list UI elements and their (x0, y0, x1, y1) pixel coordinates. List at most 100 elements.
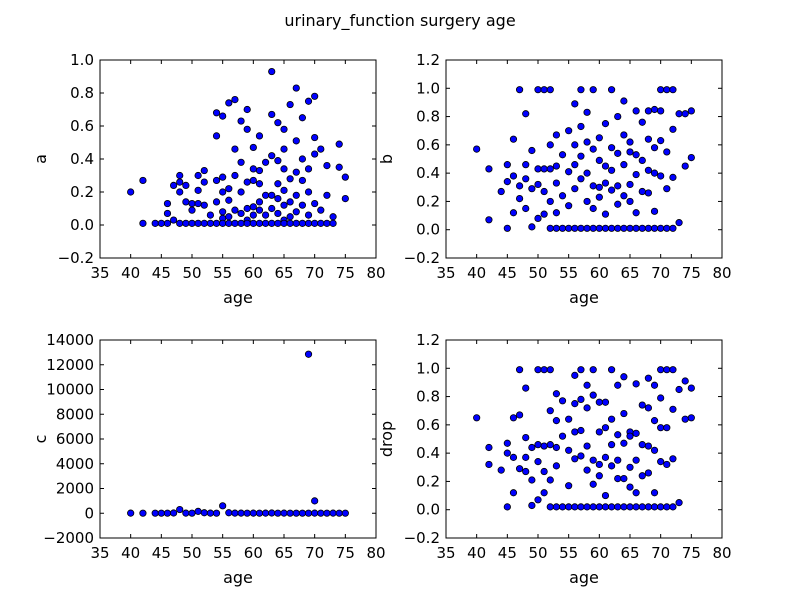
data-point (323, 509, 331, 517)
data-point (663, 148, 671, 156)
data-point (528, 476, 536, 484)
x-tick-label: 50 (182, 544, 201, 562)
data-point (681, 162, 689, 170)
data-point (212, 509, 221, 517)
data-point (626, 463, 634, 471)
y-tick-label: 0.4 (416, 444, 440, 462)
data-point (304, 509, 313, 517)
data-point (638, 156, 646, 165)
data-point (546, 441, 554, 449)
data-point (341, 509, 349, 517)
data-point (219, 188, 227, 196)
data-point (274, 180, 282, 188)
x-tick-label: 75 (682, 544, 701, 562)
data-point (298, 114, 306, 122)
data-point (249, 176, 257, 185)
data-point (304, 188, 313, 196)
x-tick-label: 75 (682, 264, 701, 282)
data-point (522, 467, 530, 476)
y-tick-label: 1.2 (416, 331, 440, 349)
y-tick-label: −2000 (43, 529, 94, 547)
data-point (231, 145, 239, 153)
y-tick-label: 1.0 (416, 79, 440, 97)
data-point (650, 144, 659, 152)
data-point (589, 224, 597, 232)
data-point (182, 509, 190, 517)
data-point (243, 105, 251, 114)
data-point (546, 224, 554, 232)
data-point (304, 97, 313, 105)
data-point (225, 99, 233, 107)
data-point (577, 122, 585, 131)
data-point (644, 469, 653, 477)
data-point (528, 501, 536, 510)
data-point (188, 219, 196, 227)
x-tick-label: 65 (274, 264, 293, 282)
x-tick-label: 65 (274, 544, 293, 562)
data-point (237, 509, 245, 517)
data-point (583, 169, 591, 177)
data-point (632, 107, 640, 115)
y-tick-label: −0.2 (404, 529, 440, 547)
data-point (485, 165, 493, 173)
data-point (292, 509, 300, 517)
data-point (317, 206, 325, 214)
data-point (268, 219, 276, 227)
data-point (546, 503, 554, 511)
data-point (151, 509, 159, 517)
data-point (614, 474, 622, 483)
x-tick-label: 55 (559, 544, 578, 562)
data-point (546, 197, 554, 206)
data-point (614, 431, 622, 439)
data-point (669, 366, 677, 374)
data-point (571, 185, 579, 193)
data-point (638, 441, 646, 449)
data-point (194, 507, 202, 515)
x-tick-label: 60 (590, 264, 609, 282)
data-point (200, 219, 208, 227)
subplot-4: 35 40 45 50 55 60 65 70 75 80 −0.2 0.0 0.2 0.4 0.6 0.8 1… (377, 331, 732, 587)
scatter-points (127, 67, 349, 227)
data-point (317, 219, 325, 227)
data-point (650, 224, 659, 232)
data-point (274, 157, 282, 165)
data-point (626, 148, 634, 156)
data-point (163, 219, 172, 227)
data-point (577, 224, 585, 232)
x-tick-label: 55 (559, 264, 578, 282)
data-point (341, 173, 349, 181)
y-tick-label: 8000 (56, 405, 94, 423)
data-point (589, 204, 597, 213)
data-point (650, 446, 659, 454)
data-point (687, 384, 695, 392)
x-tick-label: 35 (436, 264, 455, 282)
scatter-points (473, 86, 695, 232)
y-tick-label: 0 (84, 504, 94, 522)
y-tick-label: 0.0 (416, 221, 440, 239)
data-point (503, 224, 511, 232)
data-point (620, 97, 628, 105)
data-point (225, 219, 233, 227)
data-point (650, 381, 659, 389)
data-point (219, 208, 227, 216)
data-point (663, 424, 671, 432)
data-point (280, 145, 288, 153)
x-tick-label: 70 (305, 544, 324, 562)
data-point (237, 188, 245, 196)
data-point (626, 432, 634, 440)
data-point (182, 219, 190, 227)
data-point (626, 483, 634, 491)
data-point (558, 503, 567, 511)
x-tick-label: 45 (152, 264, 171, 282)
data-point (176, 188, 184, 196)
data-point (163, 509, 172, 517)
data-point (194, 186, 202, 194)
data-point (292, 168, 300, 176)
data-point (583, 381, 591, 389)
data-point (274, 209, 282, 218)
data-point (552, 162, 561, 170)
data-point (595, 503, 603, 511)
data-point (176, 178, 184, 186)
data-point (657, 137, 665, 145)
data-point (632, 170, 640, 179)
